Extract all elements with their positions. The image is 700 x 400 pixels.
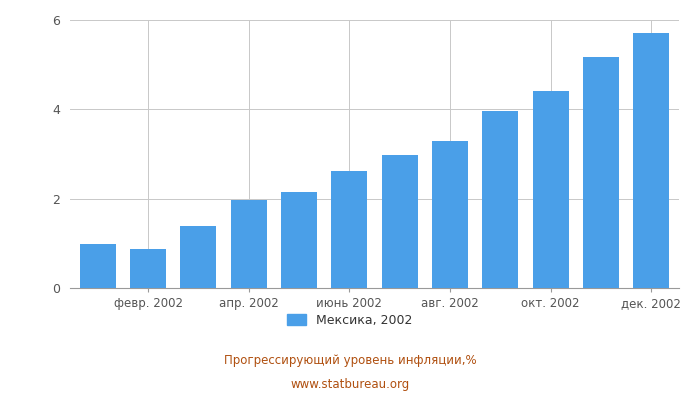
Legend: Мексика, 2002: Мексика, 2002 [282,309,418,332]
Bar [180,226,216,288]
Bar [533,90,569,288]
Bar [331,171,368,288]
Bar [634,33,669,288]
Bar [482,111,519,288]
Bar [432,141,468,288]
Text: www.statbureau.org: www.statbureau.org [290,378,410,391]
Bar [130,249,166,288]
Bar [583,57,619,288]
Bar [382,155,418,288]
Bar [281,192,317,288]
Bar [80,244,116,288]
Bar [230,200,267,288]
Text: Прогрессирующий уровень инфляции,%: Прогрессирующий уровень инфляции,% [224,354,476,367]
